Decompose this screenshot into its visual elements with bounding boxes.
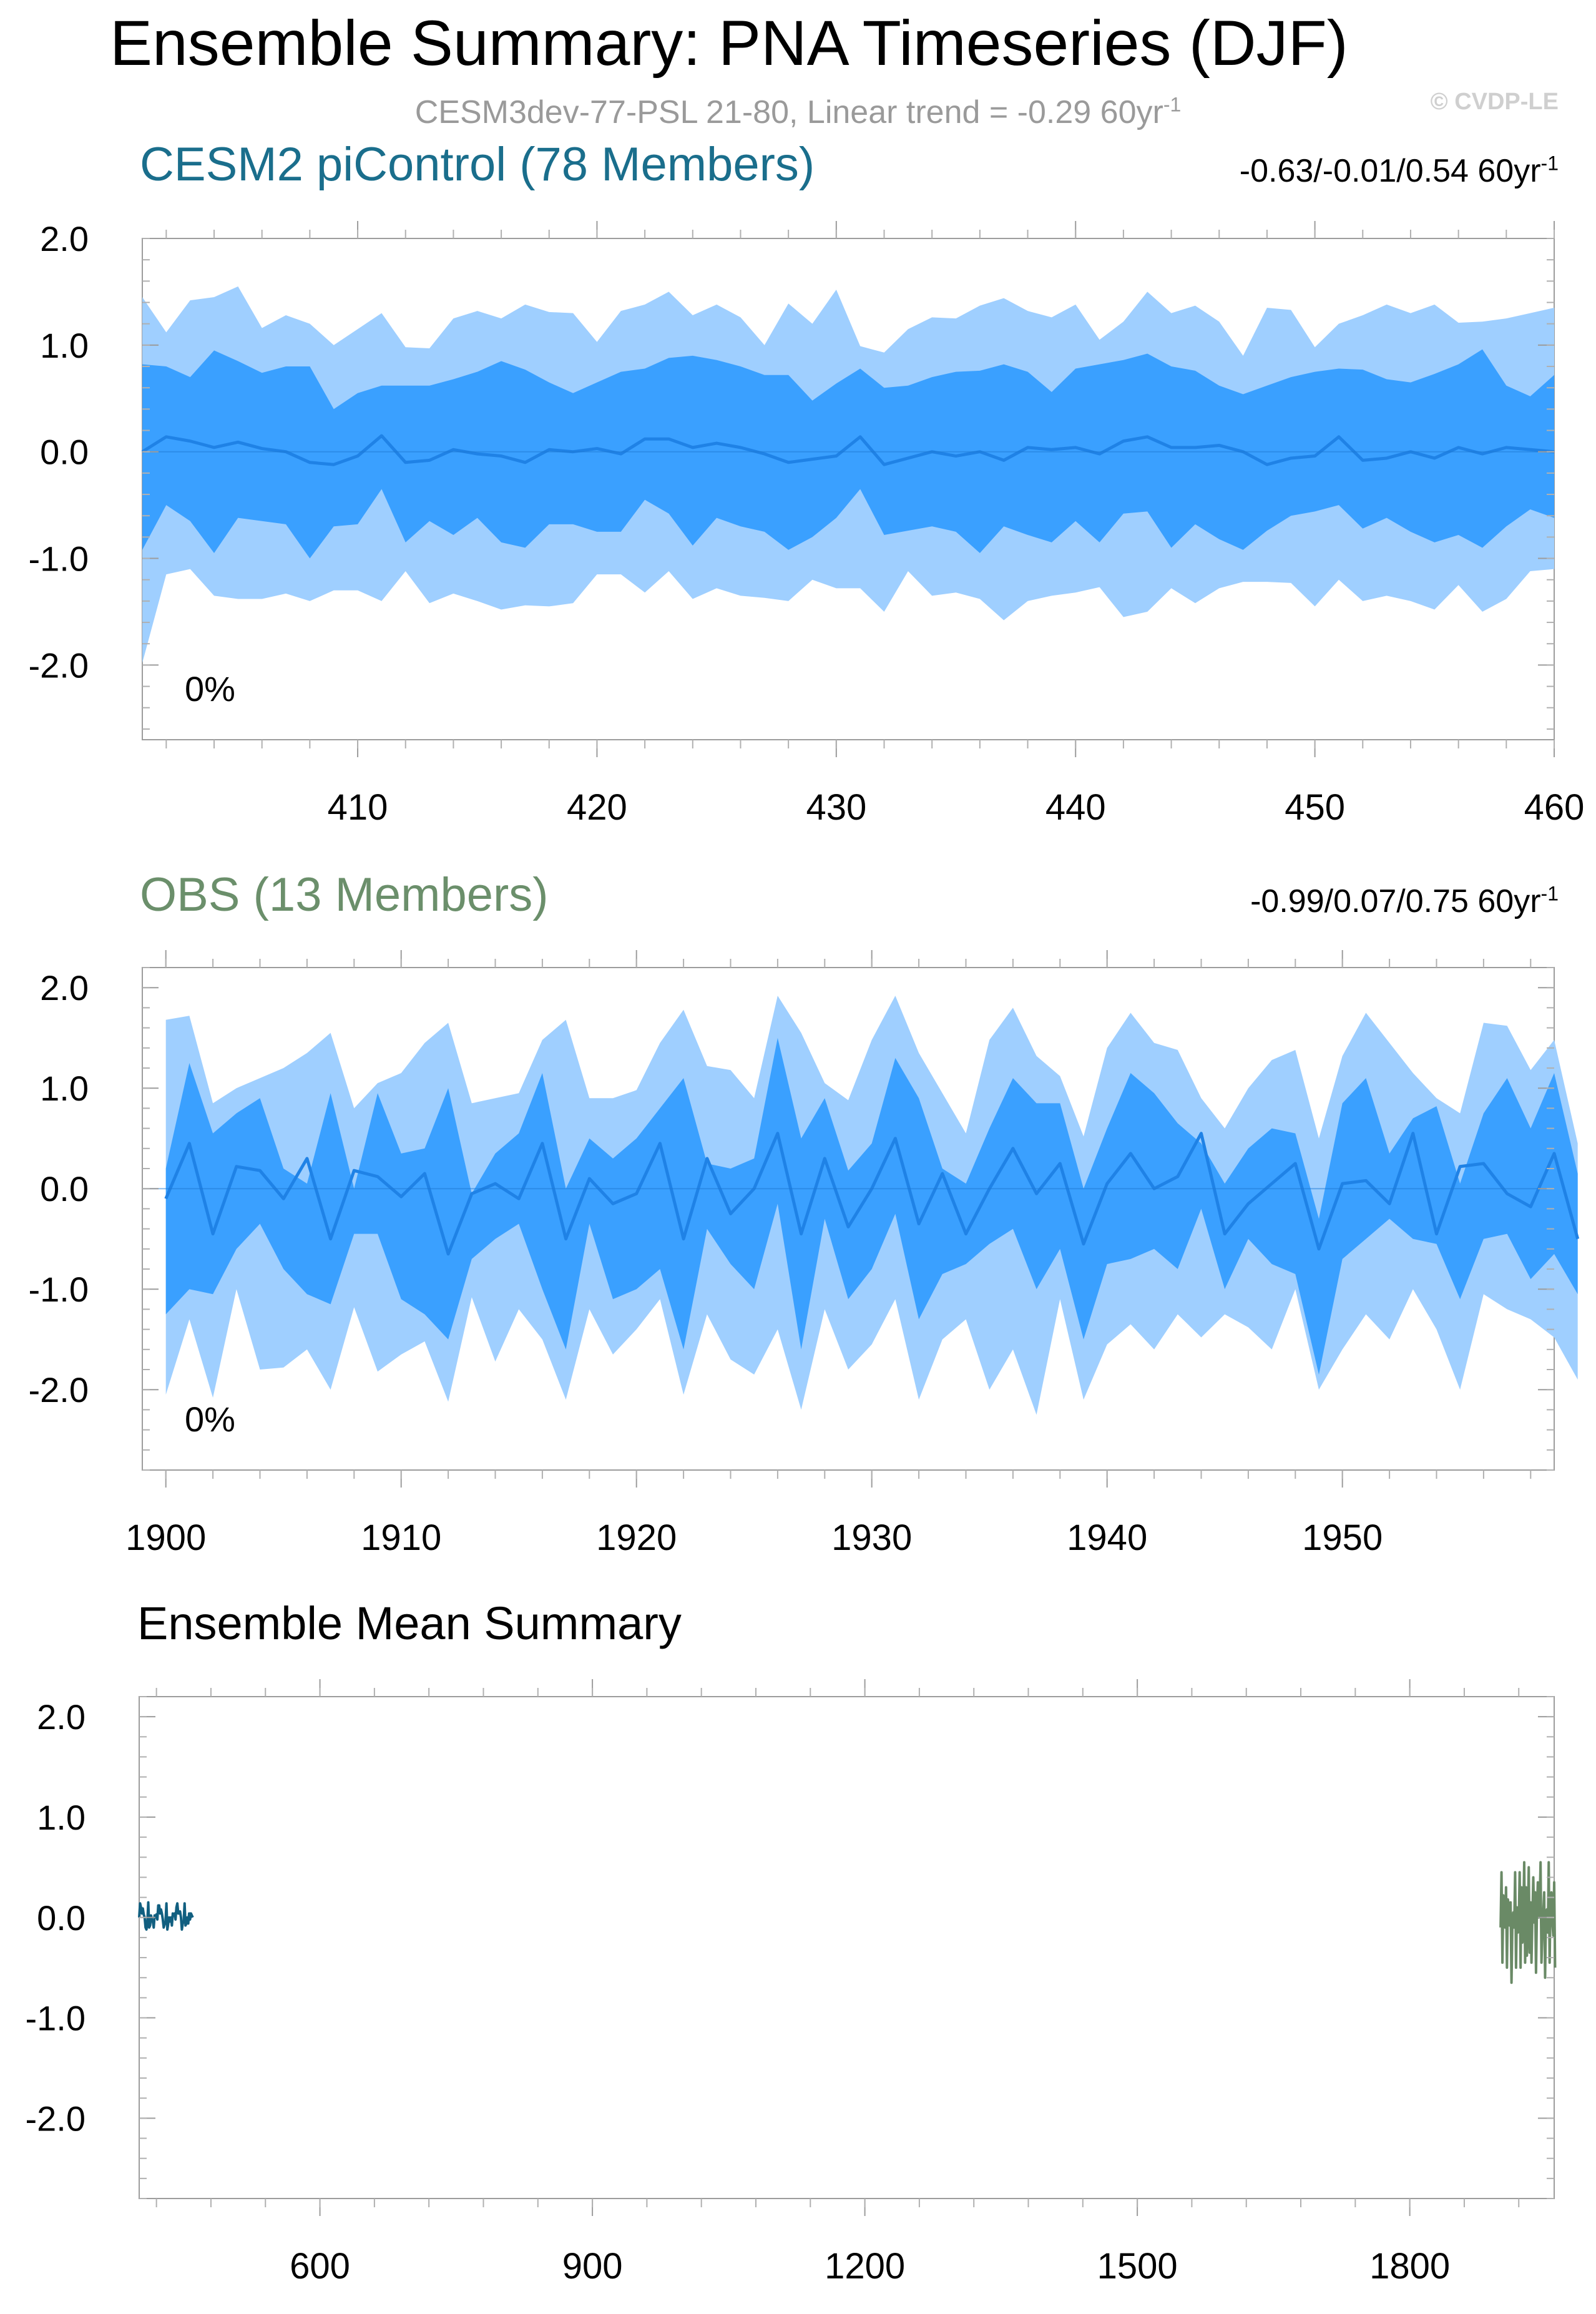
panel1-band-p25-p75 [142, 349, 1554, 559]
panel2-trend-sup: -1 [1540, 882, 1559, 905]
panel3-frame [139, 1696, 1555, 2199]
panel2-xtick-label: 1910 [361, 1517, 441, 1558]
panel2-ytick-label: -2.0 [29, 1370, 89, 1409]
panel1-trend-sup: -1 [1540, 152, 1559, 175]
panel1-xtick-label: 430 [806, 787, 866, 828]
panel3-series-obs [1499, 1861, 1557, 1984]
panel1-annotation: 0% [185, 669, 235, 708]
panel3-ytick-label: 2.0 [37, 1697, 86, 1737]
panel2-ytick-label: 0.0 [40, 1169, 89, 1208]
panel3-series-cesm2 [138, 1901, 194, 1931]
panel1-plot: 0% 2.0 1.0 0.0 -1.0 -2.0 410 420 430 440 450 460 [29, 219, 1585, 828]
panel2-trend-text: -0.99/0.07/0.75 60yr [1250, 883, 1541, 919]
panel1-xtick-label: 420 [567, 787, 627, 828]
panel3-xtick-label: 900 [562, 2246, 623, 2287]
panel3-ytick-label: -2.0 [26, 2099, 86, 2138]
panel2-band-p25-p75 [165, 1037, 1578, 1375]
panel3-xtick-label: 1800 [1369, 2246, 1450, 2287]
subtitle-unit-sup: -1 [1163, 93, 1182, 116]
panel2-annotation: 0% [185, 1400, 235, 1439]
panel3-xtick-label: 1200 [825, 2246, 905, 2287]
panel1-median-line [141, 434, 1555, 466]
panel2-plot: 0% 2.0 1.0 0.0 -1.0 -2.0 1900 1910 1920 1930 1940 1… [29, 950, 1580, 1558]
panel2-xtick-label: 1940 [1067, 1517, 1147, 1558]
panel1-ytick-label: 0.0 [40, 433, 89, 472]
panel1-trend: -0.63/-0.01/0.54 60yr-1 [1239, 152, 1559, 189]
panel1-ytick-label: -2.0 [29, 645, 89, 685]
panel3-xtick-label: 1500 [1097, 2246, 1178, 2287]
panel2-trend: -0.99/0.07/0.75 60yr-1 [1250, 882, 1559, 919]
subtitle-text: CESM3dev-77-PSL 21-80, Linear trend = -0… [414, 94, 1163, 130]
panel2-ytick-label: 2.0 [40, 968, 89, 1007]
panel2-ytick-label: 1.0 [40, 1069, 89, 1108]
panel1-xtick-label: 440 [1045, 787, 1106, 828]
watermark: © CVDP-LE [1430, 89, 1559, 115]
panel1-xtick-label: 450 [1285, 787, 1345, 828]
panel1-ytick-label: 2.0 [40, 219, 89, 258]
panel3-ytick-label: 0.0 [37, 1898, 86, 1938]
panel2-xtick-label: 1920 [596, 1517, 677, 1558]
panel3-xtick-label: 600 [290, 2246, 350, 2287]
panel3-ytick-label: -1.0 [26, 1999, 86, 2038]
panel3-title: Ensemble Mean Summary [137, 1597, 682, 1649]
panel1-xtick-label: 460 [1524, 787, 1585, 828]
panel2-title: OBS (13 Members) [140, 868, 549, 921]
panel2-xtick-label: 1930 [831, 1517, 912, 1558]
figure-title: Ensemble Summary: PNA Timeseries (DJF) [110, 7, 1348, 79]
panel2-ytick-label: -1.0 [29, 1270, 89, 1309]
panel1-trend-text: -0.63/-0.01/0.54 60yr [1239, 153, 1541, 189]
panel3-plot: 2.0 1.0 0.0 -1.0 -2.0 600 900 1200 1500 1800 [26, 1679, 1557, 2287]
panel2-xtick-label: 1950 [1302, 1517, 1383, 1558]
panel1-ytick-label: 1.0 [40, 326, 89, 365]
panel1-xtick-label: 410 [328, 787, 388, 828]
panel2-xtick-label: 1900 [125, 1517, 206, 1558]
panel3-ytick-label: 1.0 [37, 1798, 86, 1837]
panel1-title: CESM2 piControl (78 Members) [140, 138, 815, 191]
panel1-ytick-label: -1.0 [29, 539, 89, 579]
figure-subtitle: CESM3dev-77-PSL 21-80, Linear trend = -0… [0, 94, 1596, 131]
